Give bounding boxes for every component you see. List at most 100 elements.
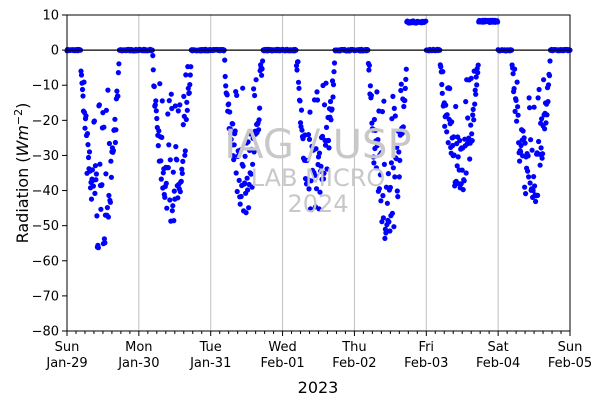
data-point bbox=[78, 72, 85, 78]
data-point bbox=[226, 101, 232, 107]
data-point bbox=[445, 140, 451, 146]
data-point bbox=[243, 210, 249, 216]
data-point bbox=[323, 80, 329, 86]
data-point bbox=[238, 193, 244, 200]
data-point bbox=[537, 162, 543, 168]
data-point bbox=[463, 99, 469, 105]
data-point bbox=[535, 192, 541, 198]
data-point bbox=[381, 98, 387, 104]
data-point bbox=[394, 144, 400, 150]
data-point bbox=[514, 118, 520, 124]
data-point bbox=[308, 178, 314, 184]
data-point bbox=[80, 93, 86, 99]
data-point bbox=[444, 112, 450, 118]
data-point bbox=[242, 180, 248, 186]
data-point bbox=[82, 125, 88, 131]
x-axis: SunJan-29MonJan-30TueJan-31WedFeb-01ThuF… bbox=[45, 331, 592, 371]
data-point bbox=[511, 66, 518, 72]
data-point bbox=[234, 92, 240, 98]
data-point bbox=[526, 95, 532, 101]
y-tick-label: −40 bbox=[32, 184, 59, 199]
data-point bbox=[400, 124, 406, 130]
data-point bbox=[308, 207, 315, 213]
data-point bbox=[170, 203, 176, 209]
data-point bbox=[314, 89, 320, 95]
data-point bbox=[252, 92, 258, 99]
data-point bbox=[377, 172, 383, 178]
data-point bbox=[391, 105, 397, 111]
data-point bbox=[383, 230, 389, 236]
data-point bbox=[380, 193, 386, 199]
data-point bbox=[166, 98, 172, 104]
data-point bbox=[451, 134, 457, 140]
data-point bbox=[538, 145, 544, 151]
data-point bbox=[90, 183, 96, 189]
data-point bbox=[259, 72, 265, 78]
data-point bbox=[237, 201, 243, 207]
data-point bbox=[390, 93, 396, 99]
data-point bbox=[152, 102, 158, 108]
data-point bbox=[295, 59, 301, 65]
data-point bbox=[91, 118, 97, 124]
x-tick-label-date: Feb-01 bbox=[260, 356, 304, 371]
data-point bbox=[307, 109, 313, 115]
data-point bbox=[467, 156, 473, 162]
x-tick-label-day: Thu bbox=[341, 340, 366, 355]
data-point bbox=[518, 142, 524, 149]
data-point bbox=[379, 109, 385, 115]
data-point bbox=[84, 131, 91, 137]
data-point bbox=[394, 188, 400, 194]
watermark-line3: 2024 bbox=[287, 190, 348, 218]
data-point bbox=[513, 97, 519, 103]
data-point bbox=[469, 138, 475, 144]
data-point bbox=[528, 137, 534, 143]
data-point bbox=[153, 98, 159, 104]
data-point bbox=[468, 75, 474, 81]
data-point bbox=[107, 199, 113, 205]
data-point bbox=[399, 130, 405, 136]
data-point bbox=[180, 122, 186, 128]
data-point bbox=[170, 169, 176, 175]
data-point bbox=[384, 200, 390, 206]
data-point bbox=[182, 148, 188, 154]
data-point bbox=[380, 215, 386, 221]
x-tick-label-date: Jan-31 bbox=[189, 356, 231, 371]
data-point bbox=[320, 176, 327, 182]
data-point bbox=[325, 137, 332, 144]
data-point bbox=[115, 70, 121, 76]
data-point bbox=[222, 57, 228, 63]
data-point bbox=[112, 139, 118, 146]
data-point bbox=[453, 103, 459, 110]
data-point bbox=[473, 91, 479, 97]
data-point bbox=[518, 149, 524, 155]
data-point bbox=[86, 149, 93, 155]
data-point bbox=[297, 98, 303, 104]
data-point bbox=[447, 85, 453, 92]
data-point bbox=[313, 186, 320, 192]
x-tick-label-day: Sat bbox=[487, 340, 508, 355]
data-point bbox=[440, 69, 446, 75]
data-point bbox=[246, 205, 252, 211]
data-point bbox=[164, 205, 170, 211]
data-point bbox=[398, 81, 404, 87]
x-tick-label-day: Mon bbox=[125, 340, 152, 355]
data-point bbox=[112, 116, 118, 122]
data-point bbox=[514, 79, 520, 85]
data-point bbox=[531, 174, 537, 180]
data-point bbox=[231, 157, 237, 163]
data-point bbox=[224, 92, 230, 98]
data-point bbox=[78, 68, 84, 74]
data-point bbox=[371, 116, 377, 123]
data-point bbox=[233, 170, 239, 176]
data-point bbox=[373, 165, 379, 171]
y-tick-label: −50 bbox=[32, 219, 59, 234]
data-point bbox=[244, 175, 250, 181]
data-point bbox=[96, 102, 102, 108]
data-point bbox=[162, 194, 168, 200]
data-point bbox=[85, 154, 92, 161]
data-point bbox=[522, 184, 528, 190]
data-point bbox=[157, 81, 163, 87]
data-point bbox=[92, 190, 98, 196]
watermark-line1: IAG / USP bbox=[224, 122, 411, 168]
data-point bbox=[378, 150, 384, 156]
